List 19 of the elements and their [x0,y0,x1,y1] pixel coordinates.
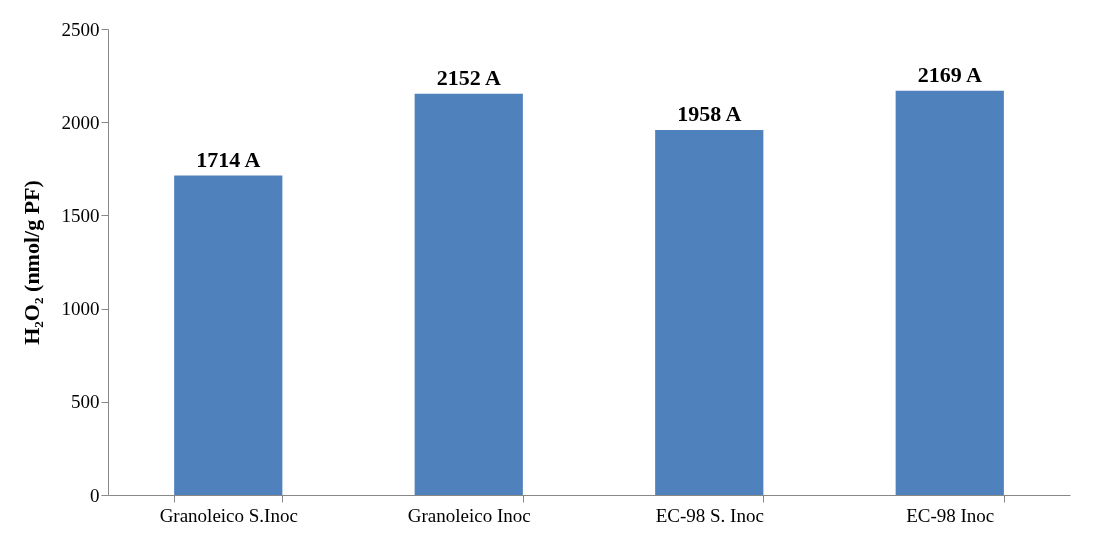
y-tick-label: 0 [90,484,100,506]
y-tick-label: 2500 [61,18,100,40]
data-label: 1958 A [677,101,742,127]
bar [414,93,523,495]
y-axis-title: H₂O₂ (nmol/g PF) [18,180,44,345]
y-tick-label: 1500 [61,204,100,226]
y-tick-label: 500 [71,391,100,413]
bar [895,90,1004,495]
x-tick-label: EC-98 Inoc [906,504,995,526]
y-tick-label: 2000 [61,111,100,133]
y-tick-label: 1000 [61,298,100,320]
x-tick-label: Granoleico S.Inoc [159,504,298,526]
data-label: 2169 A [917,61,982,87]
data-label: 1714 A [196,146,261,172]
data-label: 2152 A [436,64,501,90]
bar [174,175,283,495]
x-tick-label: Granoleico Inoc [407,504,531,526]
bar [655,130,764,495]
x-tick-label: EC-98 S. Inoc [655,504,764,526]
